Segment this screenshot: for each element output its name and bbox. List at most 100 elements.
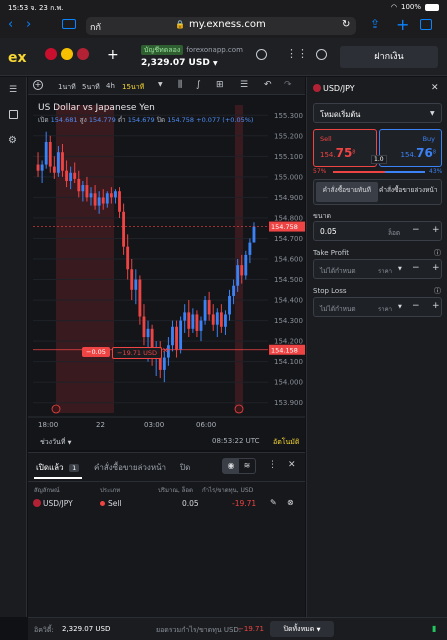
chart-canvas[interactable]: 155.300 155.200 155.100 155.000 154.900 154.8… bbox=[28, 95, 305, 450]
deposit-button[interactable]: ฝากเงิน bbox=[340, 46, 438, 68]
candle bbox=[150, 328, 154, 358]
candle bbox=[130, 269, 134, 290]
position-qty-tag[interactable]: −0.05 bbox=[82, 347, 110, 357]
candle bbox=[187, 312, 191, 329]
back-icon[interactable]: ‹ bbox=[8, 17, 14, 32]
candle bbox=[40, 164, 44, 171]
y-tick-label: 154.000 bbox=[274, 379, 303, 387]
take-profit-input[interactable]: ไม่ได้กำหนด ราคา ▼ − + bbox=[313, 259, 442, 279]
total-pnl-value: −19.71 bbox=[238, 625, 264, 633]
eye-icon[interactable]: ◉ bbox=[223, 459, 239, 473]
volume-input[interactable]: 0.05 ล็อต − + bbox=[313, 221, 442, 241]
volume-increase-button[interactable]: + bbox=[432, 225, 440, 235]
tp-info-icon[interactable]: ⓘ bbox=[434, 249, 441, 257]
y-tick-label: 154.400 bbox=[274, 297, 303, 305]
y-tick-label: 155.300 bbox=[274, 112, 303, 120]
y-tick-label: 154.500 bbox=[274, 276, 303, 284]
y-tick-label: 155.000 bbox=[274, 173, 303, 181]
url-text[interactable]: 🔒 my.exness.com bbox=[175, 19, 266, 30]
layers-icon[interactable]: ≋ bbox=[243, 461, 251, 470]
buy-button[interactable]: Buy 154.768 bbox=[379, 129, 442, 167]
x-tick-label: 06:00 bbox=[196, 421, 216, 429]
timeframe-5m[interactable]: 5นาที bbox=[82, 83, 100, 91]
candle bbox=[93, 193, 97, 206]
volume-decrease-button[interactable]: − bbox=[412, 225, 420, 235]
close-position-row-icon[interactable]: ⊗ bbox=[287, 498, 294, 507]
draw-tools-icon[interactable]: ☰ bbox=[240, 80, 249, 90]
tab-market-order[interactable]: คำสั่งซื้อขายทันที bbox=[316, 182, 378, 202]
forward-icon[interactable]: › bbox=[26, 17, 32, 32]
candle bbox=[138, 279, 142, 317]
order-symbol: USD/JPY bbox=[323, 84, 355, 93]
buy-percent: 43% bbox=[429, 168, 443, 175]
reload-icon[interactable]: ↻ bbox=[342, 19, 351, 30]
indicators-icon[interactable]: ∫ bbox=[196, 80, 201, 90]
book-icon[interactable] bbox=[62, 19, 76, 29]
new-tab-icon[interactable]: + bbox=[396, 15, 410, 34]
calendar-icon[interactable] bbox=[9, 110, 18, 119]
close-order-panel-icon[interactable]: ✕ bbox=[431, 83, 439, 93]
chevron-down-icon: ▼ bbox=[316, 627, 321, 633]
sell-button[interactable]: Sell 154.758 bbox=[313, 129, 377, 167]
tabs-icon[interactable] bbox=[420, 19, 432, 30]
close-all-button[interactable]: ปิดทั้งหมด ▼ bbox=[270, 621, 334, 637]
sl-info-icon[interactable]: ⓘ bbox=[434, 287, 441, 295]
price-chart[interactable]: 155.300 155.200 155.100 155.000 154.900 154.8… bbox=[28, 95, 305, 450]
settings-icon[interactable]: ⚙ bbox=[8, 135, 17, 146]
tp-decrease-button[interactable]: − bbox=[412, 263, 420, 273]
position-pnl-tag[interactable]: −19.71 USD bbox=[112, 347, 163, 359]
tab-open[interactable]: เปิดแล้ว 1 bbox=[36, 461, 80, 474]
flag-eu-icon[interactable] bbox=[61, 48, 73, 60]
range-selector[interactable]: ช่วงวันที่ ▼ bbox=[40, 438, 72, 446]
list-icon[interactable]: ☰ bbox=[9, 85, 18, 95]
flag-us-jp-icon[interactable] bbox=[77, 48, 89, 60]
timeframe-1m[interactable]: 1นาที bbox=[58, 83, 76, 91]
edit-icon[interactable]: ✎ bbox=[270, 498, 277, 507]
chevron-down-icon: ▼ bbox=[212, 60, 218, 67]
sl-increase-button[interactable]: + bbox=[432, 301, 440, 311]
chevron-down-icon: ▼ bbox=[67, 440, 72, 446]
tab-pending-order[interactable]: คำสั่งซื้อขายล่วงหน้า bbox=[378, 186, 438, 194]
candle bbox=[109, 193, 113, 198]
timeframe-chevron-icon[interactable]: ▼ bbox=[158, 81, 163, 88]
flag-gb-icon[interactable] bbox=[45, 48, 57, 60]
more-icon[interactable]: ⋮ bbox=[268, 460, 277, 470]
close-position-icon[interactable]: ✕ bbox=[162, 346, 169, 355]
sell-percent: 57% bbox=[313, 168, 327, 175]
account-info[interactable]: บัญชีทดลอง forexonapp.com bbox=[141, 45, 243, 56]
add-indicator-icon[interactable]: + bbox=[33, 80, 43, 90]
stop-loss-input[interactable]: ไม่ได้กำหนด ราคา ▼ − + bbox=[313, 297, 442, 317]
profile-icon[interactable] bbox=[316, 49, 327, 60]
auto-scale-toggle[interactable]: อัตโนมัติ bbox=[273, 438, 300, 446]
close-panel-icon[interactable]: ✕ bbox=[288, 460, 296, 470]
sl-decrease-button[interactable]: − bbox=[412, 301, 420, 311]
table-row[interactable]: USD/JPY Sell 0.05 -19.71 ✎ ⊗ bbox=[28, 495, 305, 513]
x-tick-label: 18:00 bbox=[38, 421, 58, 429]
row-volume: 0.05 bbox=[182, 499, 199, 508]
tp-increase-button[interactable]: + bbox=[432, 263, 440, 273]
apps-grid-icon[interactable]: ⋮⋮ bbox=[286, 47, 308, 60]
account-balance[interactable]: 2,329.07 USD ▼ bbox=[141, 58, 218, 68]
order-type-tabs: คำสั่งซื้อขายทันที คำสั่งซื้อขายล่วงหน้า bbox=[313, 179, 442, 205]
candle bbox=[101, 197, 105, 204]
tab-closed[interactable]: ปิด bbox=[180, 463, 191, 472]
timeframe-15m[interactable]: 15นาที bbox=[122, 83, 145, 91]
candle-type-icon[interactable]: ⫼ bbox=[178, 80, 183, 90]
exness-logo[interactable]: ex bbox=[8, 50, 27, 66]
timeframe-4h[interactable]: 4h bbox=[106, 82, 115, 90]
address-bar[interactable] bbox=[86, 17, 356, 35]
order-panel: USD/JPY ✕ โหมดเริ่มต้น ▼ Sell 154.758 Bu… bbox=[306, 77, 447, 617]
lock-icon: 🔒 bbox=[175, 20, 185, 29]
tp-label: Take Profit bbox=[313, 249, 350, 257]
mode-select[interactable]: โหมดเริ่มต้น ▼ bbox=[313, 103, 442, 123]
share-icon[interactable]: ⇪ bbox=[370, 17, 381, 31]
redo-icon[interactable]: ↷ bbox=[284, 80, 292, 90]
undo-icon[interactable]: ↶ bbox=[264, 80, 272, 90]
candle bbox=[114, 191, 117, 198]
candle bbox=[195, 314, 199, 331]
alarm-icon[interactable] bbox=[256, 49, 267, 60]
y-tick-label: 154.700 bbox=[274, 235, 303, 243]
tab-pending[interactable]: คำสั่งซื้อขายล่วงหน้า bbox=[94, 463, 167, 472]
add-instrument-icon[interactable]: + bbox=[107, 47, 119, 63]
layout-icon[interactable]: ⊞ bbox=[216, 80, 224, 90]
